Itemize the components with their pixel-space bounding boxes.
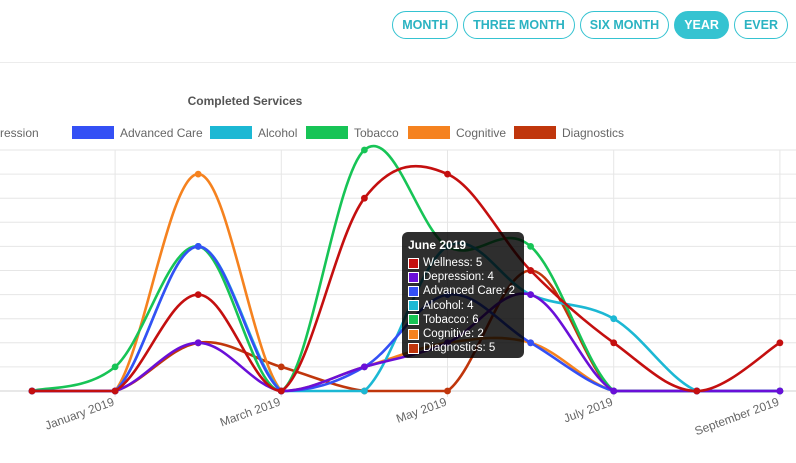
data-tooltip: June 2019 Wellness: 5 Depression: 4 Advanc… — [402, 232, 524, 358]
data-point[interactable] — [527, 339, 534, 347]
data-point[interactable] — [693, 387, 701, 395]
tooltip-swatch — [408, 271, 419, 283]
data-point[interactable] — [361, 146, 368, 154]
tooltip-row: Tobacco: 6 — [408, 313, 518, 327]
tooltip-row-label: Tobacco: 6 — [423, 313, 479, 326]
tooltip-row-label: Cognitive: 2 — [423, 328, 484, 341]
x-tick-label: May 2019 — [394, 395, 449, 426]
data-point[interactable] — [194, 339, 202, 347]
data-point[interactable] — [277, 387, 285, 395]
data-point[interactable] — [444, 387, 451, 395]
tooltip-row: Advanced Care: 2 — [408, 284, 518, 298]
data-point[interactable] — [527, 243, 534, 250]
tooltip-title: June 2019 — [408, 238, 467, 252]
legend-item[interactable]: Alcohol — [210, 126, 297, 140]
series-wellness — [28, 164, 784, 395]
range-year-button[interactable]: YEAR — [674, 11, 729, 39]
data-point[interactable] — [194, 170, 202, 178]
tooltip-row: Cognitive: 2 — [408, 327, 518, 341]
tooltip-row-label: Depression: 4 — [423, 271, 494, 284]
legend-label: Alcohol — [258, 126, 297, 140]
chart-series — [28, 145, 784, 395]
header-divider — [0, 62, 796, 63]
x-tick-label: March 2019 — [218, 395, 283, 430]
tooltip-row-label: Advanced Care: 2 — [423, 285, 516, 298]
legend-label: Advanced Care — [120, 126, 203, 140]
legend-swatch — [210, 126, 252, 139]
legend-item[interactable]: Diagnostics — [514, 126, 624, 140]
x-tick-label: January 2019 — [43, 395, 116, 433]
data-point[interactable] — [28, 387, 36, 395]
tooltip-row: Wellness: 5 — [408, 256, 518, 270]
legend-label: Tobacco — [354, 126, 399, 140]
legend-label: Cognitive — [456, 126, 506, 140]
x-tick-label: July 2019 — [562, 395, 615, 426]
tooltip-swatch — [408, 342, 419, 354]
chart-legend: Depression Advanced Care Alcohol Tobacco Cog… — [0, 126, 624, 140]
data-point[interactable] — [361, 387, 368, 395]
data-point[interactable] — [361, 194, 368, 202]
tooltip-swatch — [408, 257, 419, 269]
range-ever-button[interactable]: EVER — [733, 11, 788, 39]
series-line — [32, 164, 781, 393]
x-axis-ticks: January 2019 March 2019 May 2019 July 2019 S… — [43, 395, 781, 439]
data-point[interactable] — [527, 267, 534, 274]
tooltip-swatch — [408, 300, 419, 312]
legend-item[interactable]: Tobacco — [306, 126, 399, 140]
tooltip-row: Diagnostics: 5 — [408, 341, 518, 355]
data-point[interactable] — [610, 315, 618, 323]
range-six-month-button[interactable]: SIX MONTH — [579, 11, 670, 39]
data-point[interactable] — [776, 387, 784, 395]
range-month-button[interactable]: MONTH — [392, 11, 459, 39]
tooltip-swatch — [408, 328, 419, 340]
data-point[interactable] — [444, 170, 451, 178]
chart-grid — [0, 149, 796, 397]
data-point[interactable] — [111, 363, 119, 371]
legend-item[interactable]: Cognitive — [408, 126, 506, 140]
data-point[interactable] — [610, 387, 618, 395]
data-point[interactable] — [194, 243, 202, 250]
data-point[interactable] — [361, 363, 368, 371]
data-point[interactable] — [194, 291, 202, 298]
tooltip-row: Alcohol: 4 — [408, 299, 518, 313]
tooltip-row-label: Diagnostics: 5 — [423, 342, 496, 355]
tooltip-row-label: Alcohol: 4 — [423, 299, 474, 312]
legend-item[interactable]: Advanced Care — [72, 126, 203, 140]
legend-item[interactable]: Depression — [0, 126, 39, 140]
tooltip-row: Depression: 4 — [408, 270, 518, 284]
data-point[interactable] — [111, 387, 119, 395]
chart-title: Completed Services — [188, 94, 303, 108]
legend-swatch — [408, 126, 450, 139]
data-point[interactable] — [610, 339, 618, 347]
tooltip-swatch — [408, 285, 419, 297]
data-point[interactable] — [527, 291, 534, 298]
legend-swatch — [72, 126, 114, 139]
legend-swatch — [306, 126, 348, 139]
legend-swatch — [514, 126, 556, 139]
time-range-selector: MONTH THREE MONTH SIX MONTH YEAR EVER — [392, 11, 788, 39]
legend-label: Diagnostics — [562, 126, 624, 140]
x-tick-label: September 2019 — [693, 395, 781, 439]
legend-label: Depression — [0, 126, 39, 140]
tooltip-swatch — [408, 314, 419, 326]
data-point[interactable] — [277, 363, 285, 371]
tooltip-row-label: Wellness: 5 — [423, 257, 483, 270]
data-point[interactable] — [776, 339, 784, 347]
range-three-month-button[interactable]: THREE MONTH — [463, 11, 575, 39]
